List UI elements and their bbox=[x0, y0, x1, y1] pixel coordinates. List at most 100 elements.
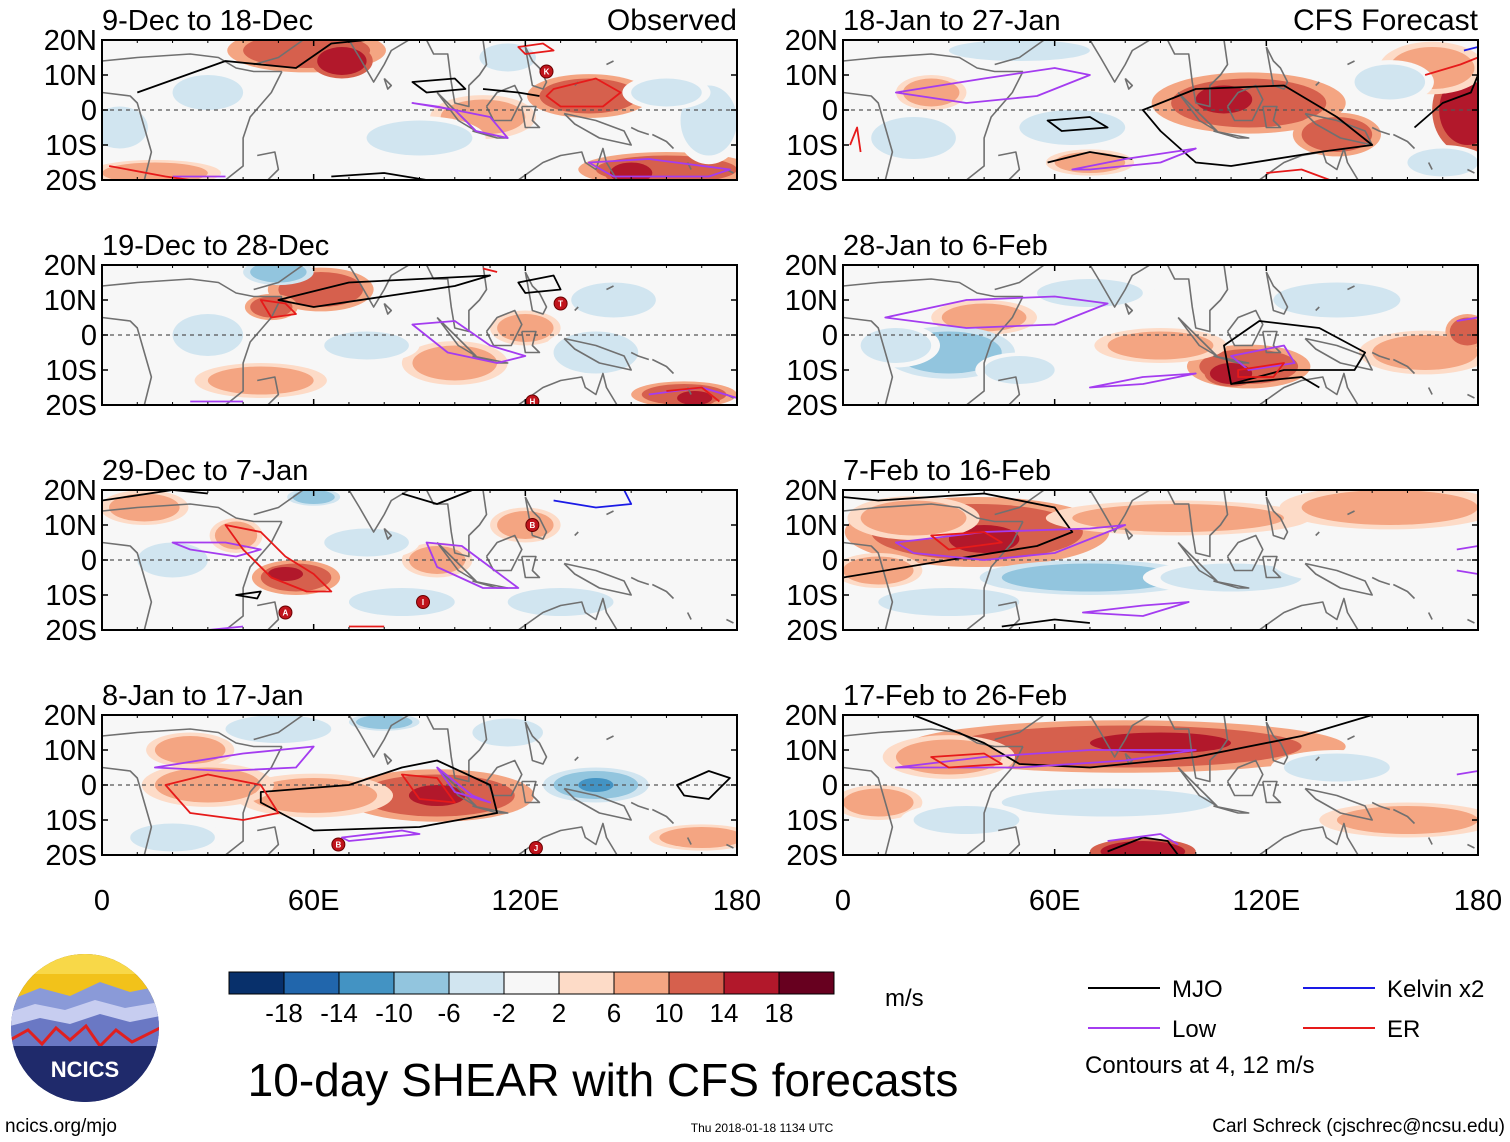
coastline bbox=[994, 490, 1045, 516]
x-tick-label: 0 bbox=[835, 885, 851, 917]
coastline bbox=[521, 330, 541, 354]
coastline bbox=[436, 316, 477, 357]
site-link[interactable]: ncics.org/mjo bbox=[5, 1116, 117, 1137]
coastline bbox=[1166, 490, 1229, 558]
shear-field: B A I bbox=[102, 490, 737, 630]
coastline bbox=[1079, 490, 1151, 533]
coastline bbox=[524, 721, 548, 765]
colorbar-swatch bbox=[228, 971, 285, 995]
colorbar-label: -2 bbox=[492, 998, 515, 1028]
colorbar-label: -10 bbox=[375, 998, 413, 1028]
mjo-contour bbox=[676, 770, 731, 800]
storm-label: A bbox=[283, 609, 289, 618]
shear-cell bbox=[902, 78, 960, 107]
er-contour bbox=[849, 126, 862, 153]
shear-cell bbox=[631, 78, 702, 107]
coastline bbox=[102, 91, 153, 180]
coastline bbox=[1371, 351, 1391, 361]
mjo-contour bbox=[1413, 74, 1478, 129]
shear-field: K bbox=[102, 40, 737, 180]
coastline bbox=[1166, 715, 1229, 783]
x-axis-labels: 0 60E 120E 180 0 60E 120E 180 bbox=[94, 885, 1502, 917]
coastline bbox=[383, 527, 393, 540]
y-tick-label: 10N bbox=[785, 60, 838, 92]
shear-cell bbox=[1107, 331, 1214, 360]
low-contour bbox=[895, 749, 1197, 769]
y-tick-label: 20S bbox=[45, 390, 97, 422]
logo-text: NCICS bbox=[51, 1057, 119, 1082]
y-tick-label: 10N bbox=[44, 735, 97, 767]
low-contour bbox=[895, 67, 1091, 104]
y-tick-label: 20N bbox=[44, 700, 97, 732]
y-tick-label: 20S bbox=[786, 165, 838, 197]
coastline bbox=[524, 496, 548, 540]
ncics-logo[interactable]: NCICS bbox=[10, 952, 160, 1106]
coastline bbox=[425, 40, 488, 108]
coastline bbox=[253, 490, 304, 516]
coastline bbox=[1266, 251, 1270, 258]
y-tick-label: 20S bbox=[786, 840, 838, 872]
coastline bbox=[1371, 126, 1391, 136]
low-contour bbox=[411, 102, 509, 139]
low-contour bbox=[425, 541, 520, 589]
storm-marker: B bbox=[525, 518, 540, 532]
low-contour bbox=[1082, 601, 1190, 617]
coastline bbox=[517, 147, 618, 180]
low-contour bbox=[1456, 316, 1478, 322]
coastline bbox=[651, 358, 675, 375]
coastline bbox=[1177, 766, 1218, 807]
y-tick-label: 0 bbox=[822, 95, 838, 127]
coastline bbox=[257, 826, 280, 855]
panel-date-label: 8-Jan to 17-Jan bbox=[102, 680, 304, 712]
coastline bbox=[843, 91, 894, 180]
coastline bbox=[338, 715, 410, 758]
coastline bbox=[525, 701, 529, 708]
colorbar-label: 2 bbox=[552, 998, 566, 1028]
shear-cell bbox=[1001, 563, 1179, 592]
shear-cell bbox=[1407, 148, 1478, 177]
coastline bbox=[500, 629, 502, 630]
mjo-contour bbox=[401, 490, 473, 505]
low-contour bbox=[436, 766, 491, 804]
coastline bbox=[436, 541, 477, 582]
coastline bbox=[425, 490, 488, 558]
colorbar-label: 18 bbox=[765, 998, 794, 1028]
y-tick-label: 20N bbox=[44, 475, 97, 507]
colorbar: -18 -14 -10 -6 -2 2 6 10 14 18 bbox=[228, 971, 835, 1028]
colorbar-swatch bbox=[558, 971, 615, 995]
coastline bbox=[1262, 105, 1282, 129]
y-tick-label: 10N bbox=[44, 285, 97, 317]
y-tick-label: 10S bbox=[45, 580, 97, 612]
storm-marker: T bbox=[553, 296, 568, 311]
coastline bbox=[563, 112, 632, 146]
low-contour bbox=[1456, 545, 1478, 551]
y-tick-label: 20S bbox=[45, 840, 97, 872]
y-tick-label: 0 bbox=[822, 770, 838, 802]
coastline bbox=[1315, 531, 1320, 537]
panel-date-label: 17-Feb to 26-Feb bbox=[843, 680, 1067, 712]
panel-date-label: 18-Jan to 27-Jan bbox=[843, 5, 1061, 37]
storm-label: H bbox=[529, 398, 535, 407]
coastline bbox=[1124, 527, 1134, 540]
storm-label: B bbox=[529, 521, 535, 530]
legend: MJO Kelvin x2 Low ER bbox=[1088, 976, 1484, 1043]
shear-cell bbox=[267, 567, 304, 581]
mjo-contour bbox=[1047, 151, 1133, 164]
mjo-contour bbox=[1107, 836, 1179, 855]
storm-marker: J bbox=[528, 841, 543, 855]
shear-cell bbox=[1336, 806, 1478, 834]
colorbar-label: -14 bbox=[320, 998, 358, 1028]
shear-cell bbox=[1100, 841, 1186, 855]
coastline bbox=[517, 597, 618, 630]
panel-date-label: 7-Feb to 16-Feb bbox=[843, 455, 1051, 487]
shear-cell bbox=[1449, 317, 1478, 346]
coastline bbox=[1262, 780, 1282, 804]
coastline bbox=[998, 826, 1021, 855]
coastline bbox=[965, 296, 1024, 405]
shear-field: TH bbox=[102, 265, 737, 407]
er-contour bbox=[1266, 168, 1331, 180]
colorbar-swatch bbox=[723, 971, 780, 995]
coastline bbox=[1166, 265, 1229, 333]
storm-label: T bbox=[558, 300, 563, 309]
